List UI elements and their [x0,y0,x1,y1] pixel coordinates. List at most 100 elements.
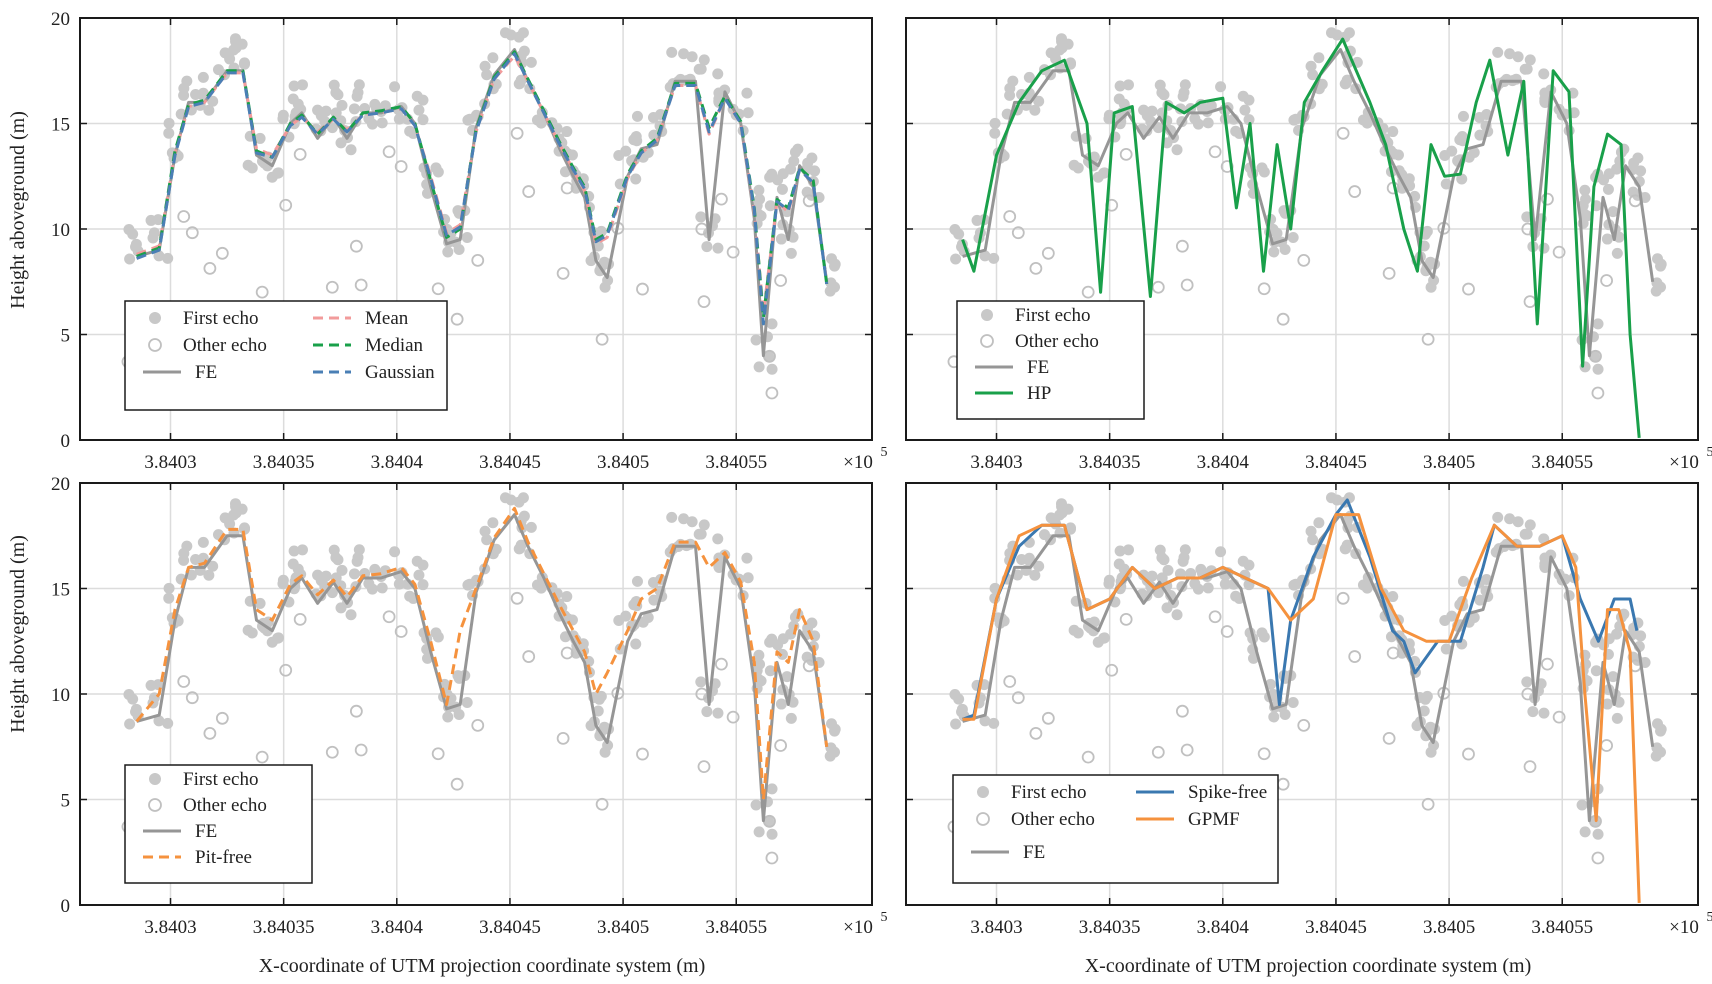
x-exponent-label: 5 [1707,445,1712,460]
first-echo-point [647,577,659,589]
first-echo-point [514,77,526,89]
legend-label: FE [195,821,217,842]
first-echo-point [1243,114,1255,126]
legend-label: FE [1027,357,1049,378]
first-echo-point [127,228,139,240]
first-echo-point [1122,79,1134,91]
other-echo-point [255,285,269,299]
first-echo-point [1440,178,1452,190]
first-echo-point [712,533,724,545]
other-echo-point [1523,295,1537,308]
legend-box [952,774,1279,884]
first-echo-point [254,597,266,609]
other-echo-point [556,267,570,280]
y-tick-label: 15 [51,580,70,601]
other-echo-point [185,691,199,705]
series-line-hp [961,37,1641,439]
first-echo-point [490,78,502,90]
first-echo-point [332,554,344,566]
other-echo-point [1081,750,1095,764]
first-echo-point [1592,828,1604,840]
first-echo-point [989,127,1001,139]
first-echo-point [1103,109,1115,121]
first-echo-point [207,560,219,572]
first-echo-point [613,615,625,627]
first-echo-point [1243,94,1255,106]
x-tick-label: 3.84045 [479,917,541,938]
first-echo-point [1230,125,1242,137]
other-echo-point [1151,280,1165,294]
y-tick-label: 10 [51,220,70,241]
first-echo-point [178,554,190,566]
other-echo-point [325,280,339,294]
legend: First echo Other echo FE Mean Median Gaussian [124,300,448,411]
first-echo-point [1056,507,1068,519]
first-echo-point [1361,116,1373,128]
other-echo-point [1175,704,1189,718]
other-echo-point [431,747,445,761]
first-echo-point [481,69,493,81]
other-echo-point [556,732,570,745]
first-echo-point [376,582,388,594]
first-echo-point [296,544,308,556]
first-echo-point [254,132,266,144]
first-echo-point [1538,707,1550,719]
first-echo-point [1521,528,1533,540]
first-echo-point [1305,60,1317,72]
x-tick-label: 3.8403 [970,452,1022,473]
other-echo-point [774,739,788,752]
first-echo-point [776,648,788,660]
first-echo-point [442,246,454,258]
panel-top-left: 3.8403 3.84035 3.8404 3.84045 3.8405 3.84055 ×… [51,9,888,473]
first-echo-point [1171,144,1183,156]
first-echo-point [628,134,640,146]
first-echo-point [1510,73,1522,85]
first-echo-point [345,609,357,621]
first-echo-point [678,48,690,60]
first-echo-point [686,516,698,528]
other-echo-point [697,760,711,773]
first-echo-point [315,110,327,122]
y-tick-label: 15 [51,115,70,136]
other-echo-point [1208,145,1222,159]
legend-label: First echo [1011,782,1086,803]
first-echo-point [775,233,787,245]
first-echo-point [1098,167,1110,179]
first-echo-point [642,611,654,623]
y-tick-label: 20 [51,9,70,30]
first-echo-point [442,711,454,723]
first-echo-point [430,627,442,639]
other-echo-point [203,726,217,740]
first-echo-point [1192,118,1204,130]
x-multiplier-label: ×10 [1669,452,1699,473]
panel-top-right: 3.8403 3.84035 3.8404 3.84045 3.8405 3.84055 ×… [905,17,1712,473]
first-echo-point [1103,574,1115,586]
first-echo-point [950,718,962,730]
first-echo-point [1468,611,1480,623]
first-echo-point [719,84,731,96]
first-echo-point [1521,63,1533,75]
other-echo-point [394,625,408,638]
legend: First echo Other echo FE HP [956,300,1145,420]
first-echo-point [695,211,707,223]
other-echo-point [1552,245,1566,259]
first-echo-point [326,587,338,599]
first-echo-point [1611,247,1623,259]
other-echo-point [636,282,649,296]
first-echo-point [1256,162,1268,174]
first-echo-point [389,546,401,558]
first-echo-point [1305,525,1317,537]
x-tick-label: 3.8404 [371,917,424,938]
first-echo-point [1023,71,1035,83]
first-echo-point [561,591,573,603]
y-tick-label: 5 [61,791,71,812]
first-echo-point [481,534,493,546]
first-echo-point [766,363,778,375]
first-echo-point [1152,122,1164,134]
first-echo-point [163,582,175,594]
first-echo-point [1632,152,1644,164]
first-echo-point [979,715,991,727]
first-echo-point [592,705,604,717]
first-echo-point [353,79,365,91]
other-echo-point [510,126,524,140]
